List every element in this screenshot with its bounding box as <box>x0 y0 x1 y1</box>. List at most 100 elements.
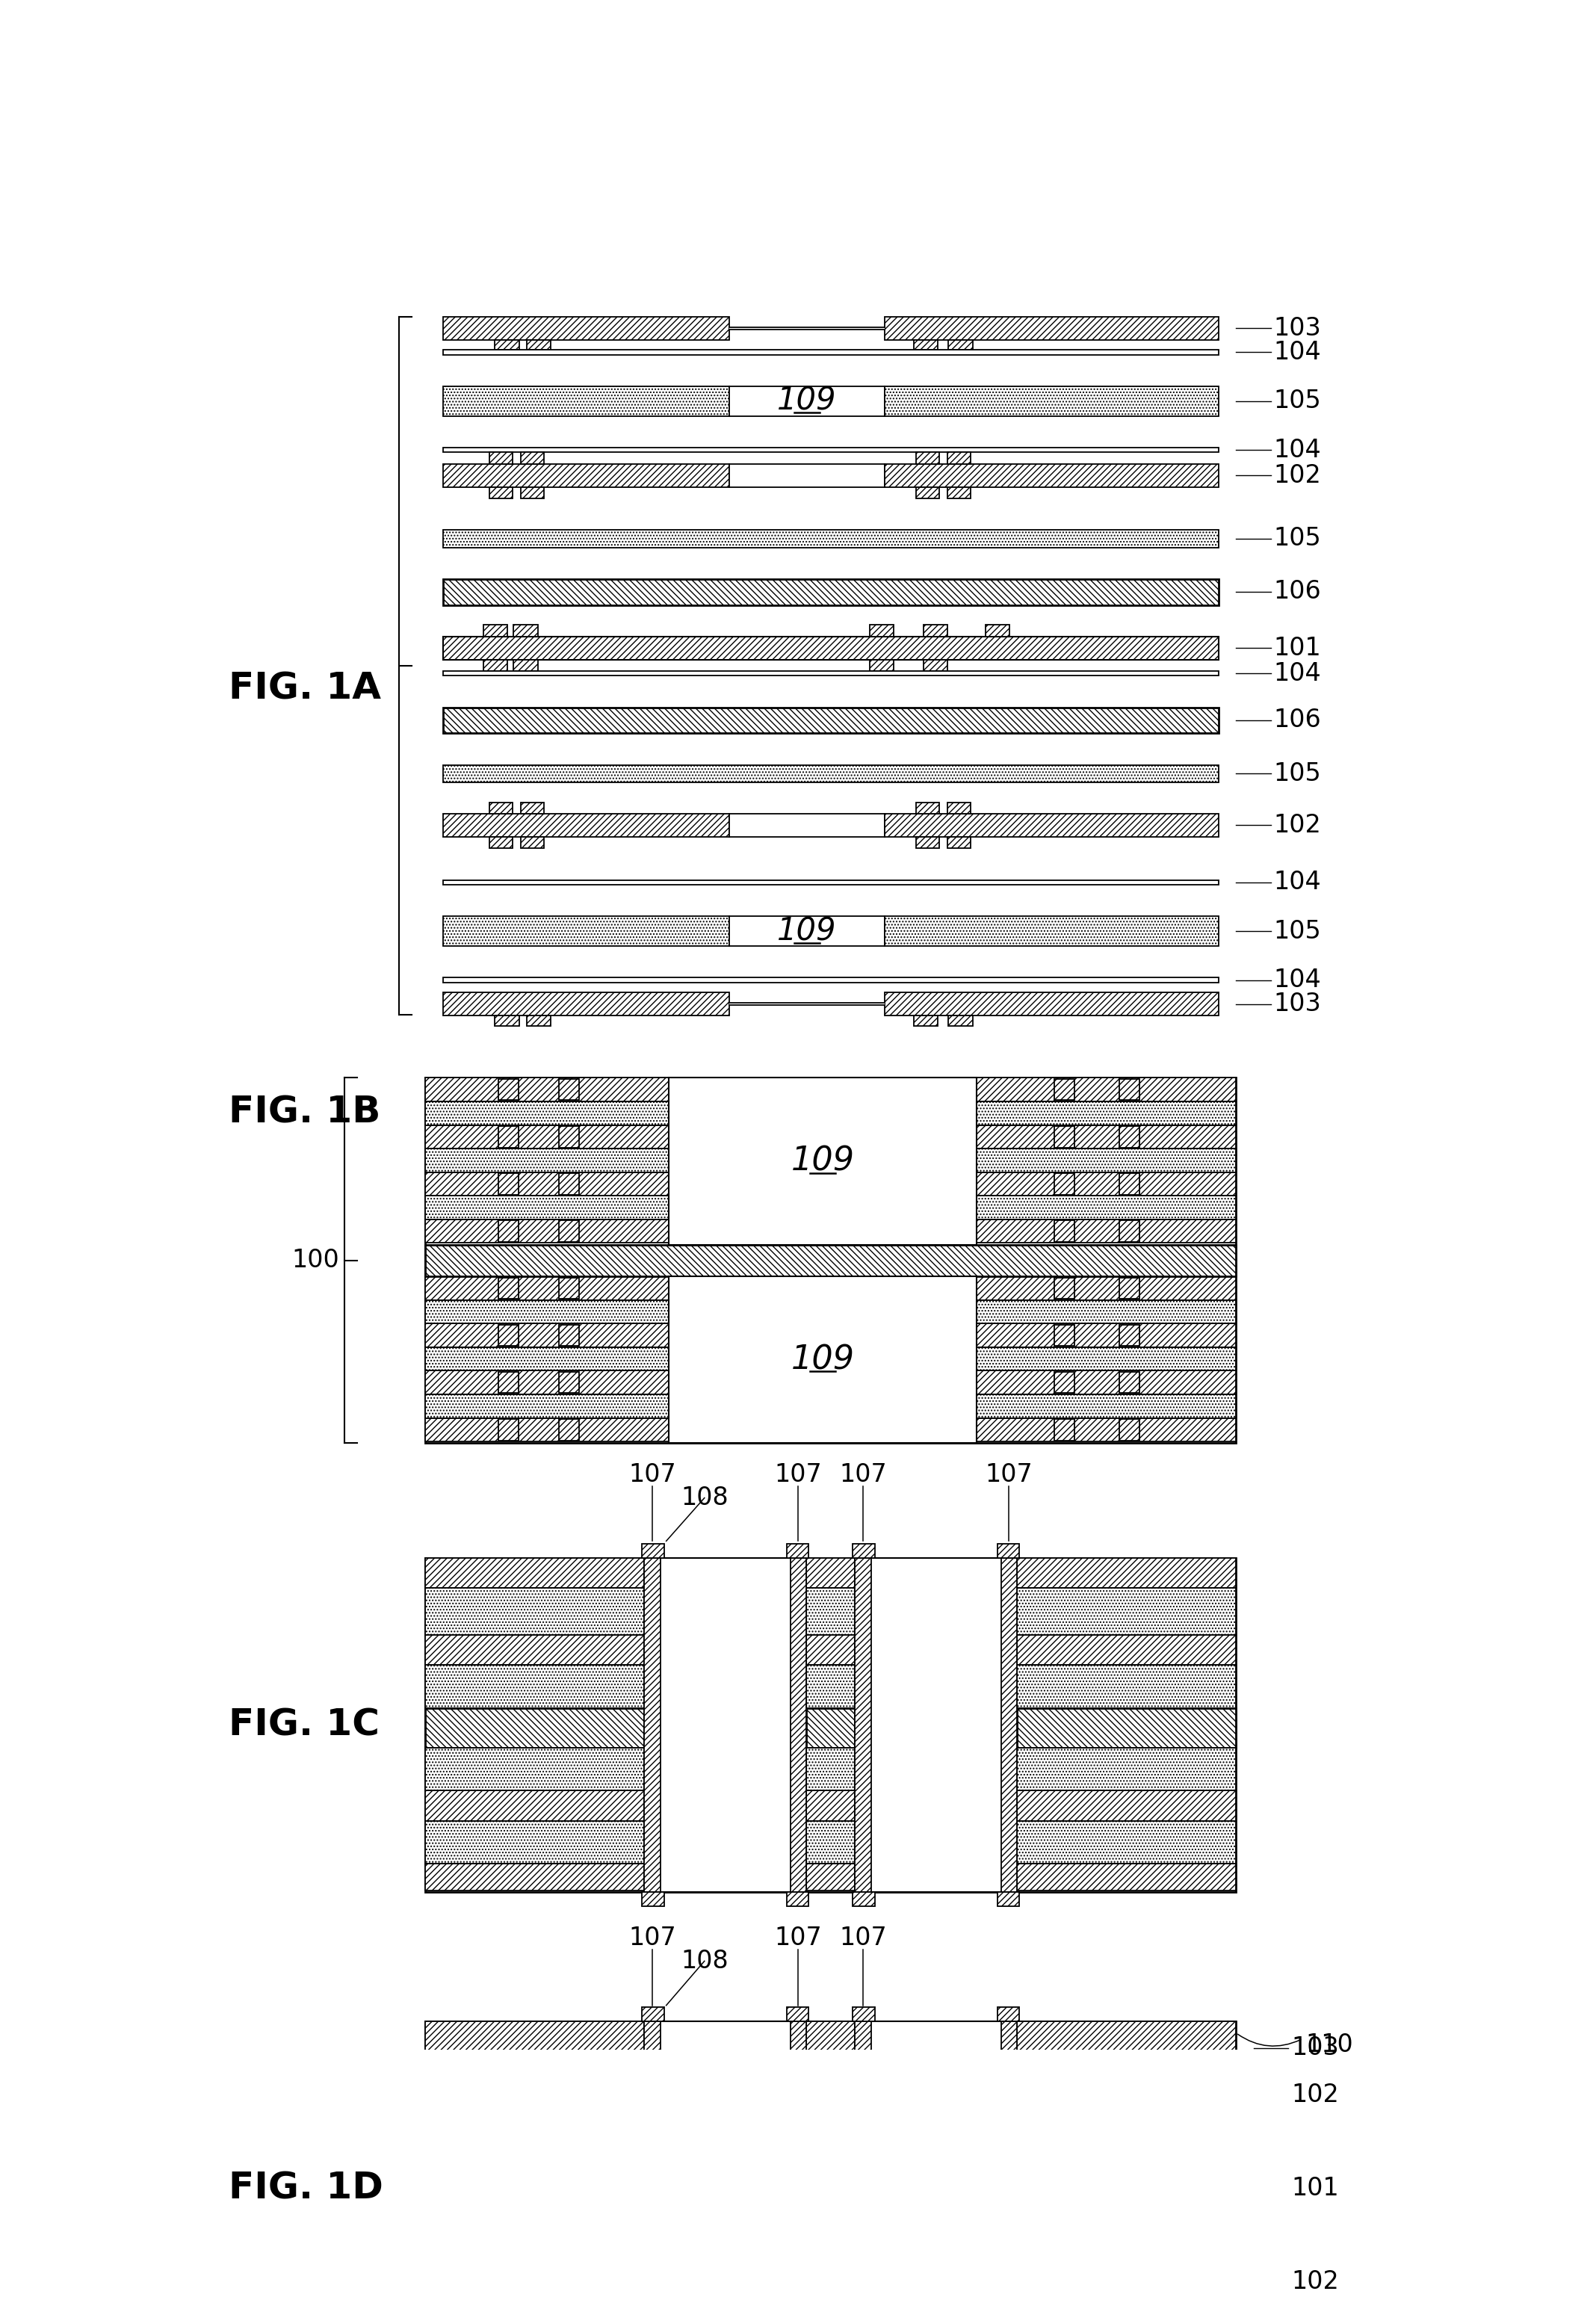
Bar <box>1017 1635 1235 1665</box>
Bar <box>1017 2128 1235 2172</box>
Bar <box>946 486 970 497</box>
Bar <box>1119 1172 1140 1195</box>
Bar <box>806 1792 855 1822</box>
Bar <box>426 1635 645 1665</box>
Bar <box>442 350 1219 355</box>
Bar <box>884 316 1219 339</box>
Bar <box>787 2008 809 2022</box>
Text: 109: 109 <box>790 1145 854 1177</box>
Bar <box>1119 1126 1140 1147</box>
Bar <box>729 917 884 947</box>
Bar <box>426 1101 669 1126</box>
Bar <box>1017 1748 1235 1792</box>
Bar <box>559 1278 579 1299</box>
Bar <box>787 1893 809 1907</box>
Text: 102: 102 <box>1291 2082 1339 2107</box>
Text: 102: 102 <box>1291 2268 1339 2294</box>
Bar <box>645 1559 661 1893</box>
Text: FIG. 1C: FIG. 1C <box>228 1707 380 1743</box>
Bar <box>870 624 894 636</box>
Bar <box>426 2255 645 2285</box>
Bar <box>426 1299 669 1324</box>
Bar <box>806 2172 855 2211</box>
Bar <box>498 1373 519 1393</box>
Bar <box>924 659 948 670</box>
Bar <box>442 993 729 1016</box>
Text: FIG. 1D: FIG. 1D <box>228 2169 383 2206</box>
Bar <box>977 1347 1235 1370</box>
Text: 107: 107 <box>629 1925 677 1951</box>
Bar <box>884 917 1219 947</box>
Bar <box>729 387 884 417</box>
Bar <box>977 1276 1235 1299</box>
Bar <box>806 1589 855 1635</box>
Bar <box>977 1218 1235 1244</box>
Bar <box>1119 1324 1140 1345</box>
Bar <box>998 2008 1020 2022</box>
Bar <box>1055 1080 1074 1101</box>
Bar <box>426 1078 669 1101</box>
Bar <box>488 836 512 848</box>
Bar <box>916 451 940 463</box>
Bar <box>884 993 1219 1016</box>
Bar <box>669 1078 977 1244</box>
Bar <box>426 1172 669 1195</box>
Text: 107: 107 <box>839 1925 887 1951</box>
Bar <box>1017 1589 1235 1635</box>
Bar <box>1017 2211 1235 2255</box>
Text: 107: 107 <box>985 1462 1033 1488</box>
Bar <box>645 2022 806 2303</box>
Bar <box>1017 2255 1235 2285</box>
Text: 101: 101 <box>1291 2176 1339 2202</box>
Text: 102: 102 <box>1274 813 1321 838</box>
Bar <box>1119 1080 1140 1101</box>
Bar <box>729 813 884 836</box>
Text: 102: 102 <box>1274 463 1321 488</box>
Bar <box>855 2022 1017 2303</box>
Bar <box>1017 1665 1235 1709</box>
Text: 109: 109 <box>777 917 836 947</box>
Bar <box>426 1419 669 1442</box>
Bar <box>426 1126 669 1149</box>
Bar <box>806 1665 855 1709</box>
Bar <box>977 1172 1235 1195</box>
Text: 103: 103 <box>1274 316 1321 341</box>
Bar <box>426 1709 645 1748</box>
Bar <box>642 1543 664 1559</box>
Bar <box>520 486 544 497</box>
Bar <box>426 1347 669 1370</box>
Bar <box>977 1078 1235 1101</box>
Bar <box>852 1543 875 1559</box>
Bar <box>559 1373 579 1393</box>
Text: 104: 104 <box>1274 438 1321 463</box>
Bar <box>426 1559 645 1589</box>
Bar <box>977 1101 1235 1126</box>
Bar <box>806 2052 855 2098</box>
Text: 104: 104 <box>1274 967 1321 993</box>
Bar <box>806 1748 855 1792</box>
Bar <box>924 624 948 636</box>
Bar <box>442 979 1219 983</box>
Text: 107: 107 <box>774 1462 822 1488</box>
Bar <box>426 1393 669 1419</box>
Text: 104: 104 <box>1274 661 1321 686</box>
Bar <box>426 1149 669 1172</box>
Bar <box>426 1078 1235 1444</box>
Bar <box>916 801 940 813</box>
Bar <box>1001 1559 1017 1893</box>
Bar <box>645 1559 806 1893</box>
Bar <box>806 1559 855 1589</box>
Text: 104: 104 <box>1274 871 1321 894</box>
Bar <box>806 1709 855 1748</box>
Bar <box>442 387 729 417</box>
Bar <box>946 451 970 463</box>
Text: 108: 108 <box>680 1485 728 1511</box>
Bar <box>916 836 940 848</box>
Bar <box>426 1589 645 1635</box>
Bar <box>669 1276 977 1444</box>
Bar <box>498 1172 519 1195</box>
Bar <box>1055 1278 1074 1299</box>
Bar <box>442 316 729 339</box>
Text: 107: 107 <box>839 1462 887 1488</box>
Bar <box>852 2008 875 2022</box>
